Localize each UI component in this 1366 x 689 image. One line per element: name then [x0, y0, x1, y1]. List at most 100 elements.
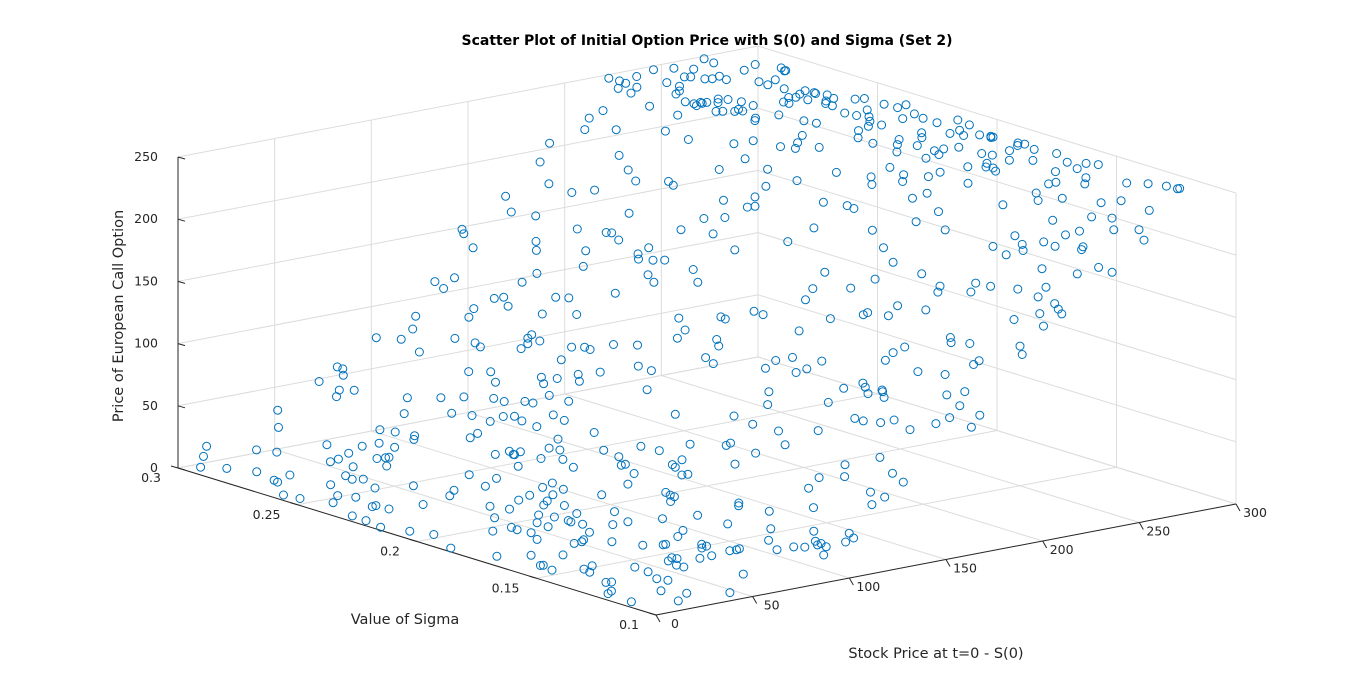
data-point [658, 514, 667, 524]
data-point [492, 473, 501, 483]
data-point [721, 440, 731, 450]
data-point [784, 98, 794, 108]
data-point [779, 84, 789, 94]
data-point [809, 526, 819, 536]
data-point [623, 517, 633, 527]
data-point [1017, 350, 1027, 359]
data-point [597, 490, 607, 500]
data-point [1061, 230, 1070, 240]
data-point [1033, 196, 1043, 205]
data-point [945, 333, 955, 342]
data-point [680, 97, 690, 107]
data-point [644, 243, 654, 253]
data-point [940, 225, 950, 235]
data-point [661, 487, 671, 497]
data-point [971, 278, 981, 288]
data-point [489, 293, 499, 303]
data-point [408, 481, 418, 491]
data-point [675, 81, 684, 91]
data-point [556, 355, 566, 365]
grid-line [177, 232, 759, 345]
grid-line [757, 107, 1237, 256]
data-point [578, 261, 588, 271]
data-point [332, 362, 342, 372]
y-tick-label: 0.1 [619, 617, 639, 632]
data-point [764, 506, 774, 516]
data-point [523, 339, 533, 349]
z-tick-label: 50 [142, 398, 158, 413]
data-point [770, 75, 780, 85]
data-point [758, 310, 768, 320]
data-point [879, 99, 889, 109]
data-point [720, 314, 730, 324]
data-point [252, 467, 262, 477]
data-point [738, 106, 748, 116]
data-point [975, 130, 985, 140]
data-point [955, 125, 965, 135]
data-point [459, 229, 469, 239]
data-point [750, 60, 760, 69]
data-point [867, 500, 877, 510]
data-point [569, 538, 579, 548]
data-point [607, 228, 617, 238]
x-tick-label: 250 [1146, 524, 1170, 539]
data-point [823, 397, 833, 407]
data-point [732, 545, 741, 555]
data-point [673, 110, 683, 120]
data-point [934, 150, 944, 160]
data-point [1010, 231, 1020, 241]
data-point [935, 281, 945, 291]
data-point [840, 472, 850, 482]
data-point [408, 324, 418, 334]
data-point [674, 313, 684, 323]
data-point [1077, 245, 1087, 255]
data-point [486, 367, 496, 377]
data-point [1050, 241, 1060, 251]
data-point [750, 192, 760, 202]
data-point [1020, 139, 1030, 149]
data-point [730, 459, 740, 469]
data-point [718, 106, 728, 116]
data-point [517, 277, 527, 287]
data-point [988, 163, 998, 173]
data-point [1134, 225, 1144, 235]
data-point [334, 385, 344, 395]
data-point [376, 522, 386, 532]
x-tick-label: 50 [764, 598, 780, 613]
data-point [863, 121, 873, 131]
data-point [623, 479, 633, 489]
x-tick-mark [1138, 522, 1144, 530]
data-point [880, 355, 890, 365]
data-point [558, 550, 568, 560]
data-point [279, 490, 288, 500]
data-point [813, 426, 823, 436]
data-point [544, 443, 554, 453]
data-point [531, 211, 541, 221]
data-point [1096, 198, 1106, 208]
data-point [713, 94, 723, 104]
data-point [485, 501, 495, 511]
data-point [774, 110, 784, 120]
data-point [563, 516, 573, 525]
data-point [750, 201, 760, 211]
z-tick-mark [177, 156, 186, 160]
data-point [464, 470, 474, 480]
data-point [1143, 179, 1153, 189]
data-point [867, 180, 877, 189]
data-point [708, 359, 718, 369]
x-tick-mark [1235, 503, 1241, 512]
data-point [648, 255, 658, 265]
data-point [1144, 205, 1154, 215]
data-point [314, 377, 324, 386]
data-point [898, 114, 908, 124]
data-point [610, 507, 619, 517]
data-point [526, 550, 536, 560]
data-point [702, 97, 712, 107]
data-point [656, 586, 666, 596]
data-point [793, 138, 803, 148]
grid-line [536, 466, 1117, 579]
z-tick-mark [177, 280, 186, 284]
data-point [933, 287, 943, 297]
grid-line [297, 393, 878, 506]
data-point [959, 131, 969, 140]
